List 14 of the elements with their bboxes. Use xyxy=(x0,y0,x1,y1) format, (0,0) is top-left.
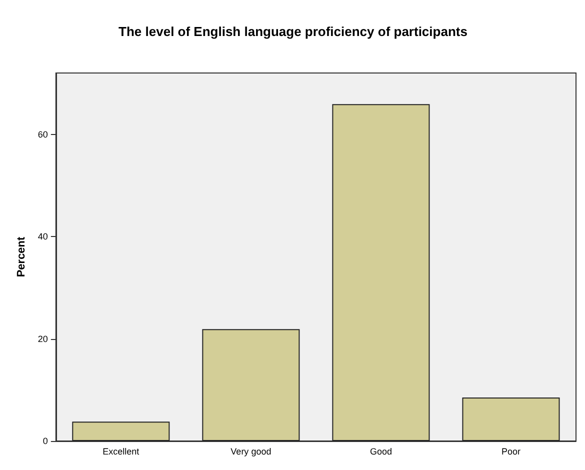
x-tick-label: Good xyxy=(370,446,392,456)
y-tick-label: 40 xyxy=(38,232,48,242)
x-tick-label: Poor xyxy=(501,446,520,456)
x-tick-label: Very good xyxy=(230,446,272,456)
y-axis-title: Percent xyxy=(16,236,28,278)
bar xyxy=(72,422,170,441)
bar xyxy=(462,398,560,441)
x-tick-label: Excellent xyxy=(102,446,140,456)
y-tick-label: 20 xyxy=(38,334,48,344)
chart-title: The level of English language proficiency of participants xyxy=(118,24,468,39)
y-tick-label: 0 xyxy=(42,436,48,446)
y-tick-label: 60 xyxy=(38,129,48,140)
bar xyxy=(332,104,430,441)
bar xyxy=(202,329,300,441)
